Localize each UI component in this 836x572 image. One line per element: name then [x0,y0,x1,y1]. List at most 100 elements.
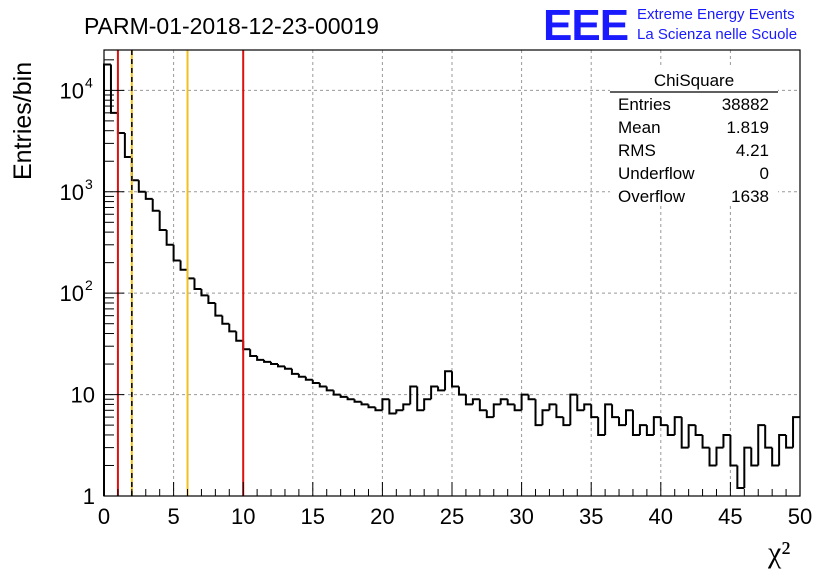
histogram-bin [792,416,800,448]
stats-value: 1638 [731,187,769,206]
histogram-bin [513,404,522,412]
stats-box: ChiSquare Entries 38882 Mean 1.819 RMS 4.21 Un… [610,66,778,206]
x-tick-label: 10 [231,504,255,529]
histogram-bin [506,399,515,406]
histogram-bin [694,425,703,436]
histogram-bin [618,417,626,427]
y-tick-exponent: 3 [85,176,93,192]
histogram-bin [457,386,466,396]
histogram-bin [416,386,425,412]
histogram-bin [687,424,696,448]
histogram-bin [179,260,188,271]
x-tick-label: 45 [718,504,742,529]
histogram-bin [172,244,181,262]
histogram-bin [165,229,174,246]
histogram-bin [277,364,285,368]
stats-label: Underflow [618,164,695,183]
histogram-bin [652,416,661,435]
stats-label: Entries [618,95,671,114]
stats-box-background [610,66,778,206]
y-tick-label: 10 [60,180,84,205]
histogram-bin [228,323,237,333]
histogram-bin [673,416,682,435]
histogram-bin [249,349,258,358]
histogram-bin [423,398,432,411]
histogram-bin [332,390,341,396]
histogram-bin [346,396,355,401]
histogram-bin [659,417,668,427]
histogram-bin [597,417,606,436]
histogram-bin [430,385,439,400]
histogram-bin [569,393,578,426]
histogram-bin [186,269,195,280]
stats-value: 0 [760,164,769,183]
stats-label: Overflow [618,187,686,206]
histogram-bin [708,447,717,467]
histogram-bin [520,393,529,411]
stats-value: 38882 [722,95,769,114]
logo-line-1: Extreme Energy Events [637,6,795,23]
x-tick-label: 15 [301,504,325,529]
histogram-bin [297,373,306,378]
stats-label: Mean [618,118,661,137]
eee-logo: EEE Extreme Energy Events La Scienza nel… [543,1,797,50]
histogram-bin [409,385,418,405]
histogram-bin [353,399,362,403]
histogram-bin [764,425,773,449]
y-axis-title: Entries/bin [9,62,37,180]
histogram-bin [701,434,710,449]
x-tick-label: 35 [579,504,603,529]
cut-lines [116,50,245,496]
histogram-bin [715,446,724,466]
axis-ticks [103,59,801,497]
histogram-bin [471,398,480,405]
histogram-bin [541,409,550,426]
histogram-bin [625,409,633,426]
histogram-bin [604,403,613,435]
histogram-bin [548,403,557,411]
x-tick-label: 0 [98,504,110,529]
chart-title: PARM-01-2018-12-23-00019 [84,13,379,39]
x-tick-label: 40 [649,504,673,529]
histogram-bin [666,425,675,436]
histogram-bin [638,424,647,435]
histogram-bin [304,376,313,381]
histogram-bin [360,401,369,406]
y-tick-label: 1 [83,484,95,509]
histogram-bin [325,386,334,392]
stats-value: 1.819 [726,118,769,137]
stats-box-title: ChiSquare [654,71,734,90]
histogram-bin [130,157,139,182]
stats-value: 4.21 [736,141,769,160]
histogram-bin [645,425,654,436]
histogram-bin [116,112,125,134]
stats-label: RMS [618,141,656,160]
histogram-bin [722,433,731,448]
histogram-bin [137,180,146,193]
histogram-bin [235,331,244,342]
x-axis-title: χ² [767,536,790,569]
histogram-bin [785,434,794,449]
histogram-bin [750,447,759,467]
x-tick-label: 50 [788,504,812,529]
y-tick-label: 10 [60,281,84,306]
histogram-bin [729,434,738,467]
histogram-bin [527,394,536,401]
histogram-bin [200,288,209,297]
y-tick-exponent: 4 [85,74,93,90]
histogram-bin [283,366,292,370]
histogram-bin [103,63,111,496]
histogram-bin [562,417,571,427]
histogram-bin [381,398,390,411]
histogram-bin [444,370,452,391]
histogram-bin [478,399,487,412]
histogram-bin [680,417,689,449]
histogram-bin [555,404,564,419]
histogram-bin [743,446,752,488]
histogram-bin [158,210,167,231]
y-tick-label: 10 [60,78,84,103]
histogram-bin [402,403,411,411]
histogram-bin [757,424,766,466]
